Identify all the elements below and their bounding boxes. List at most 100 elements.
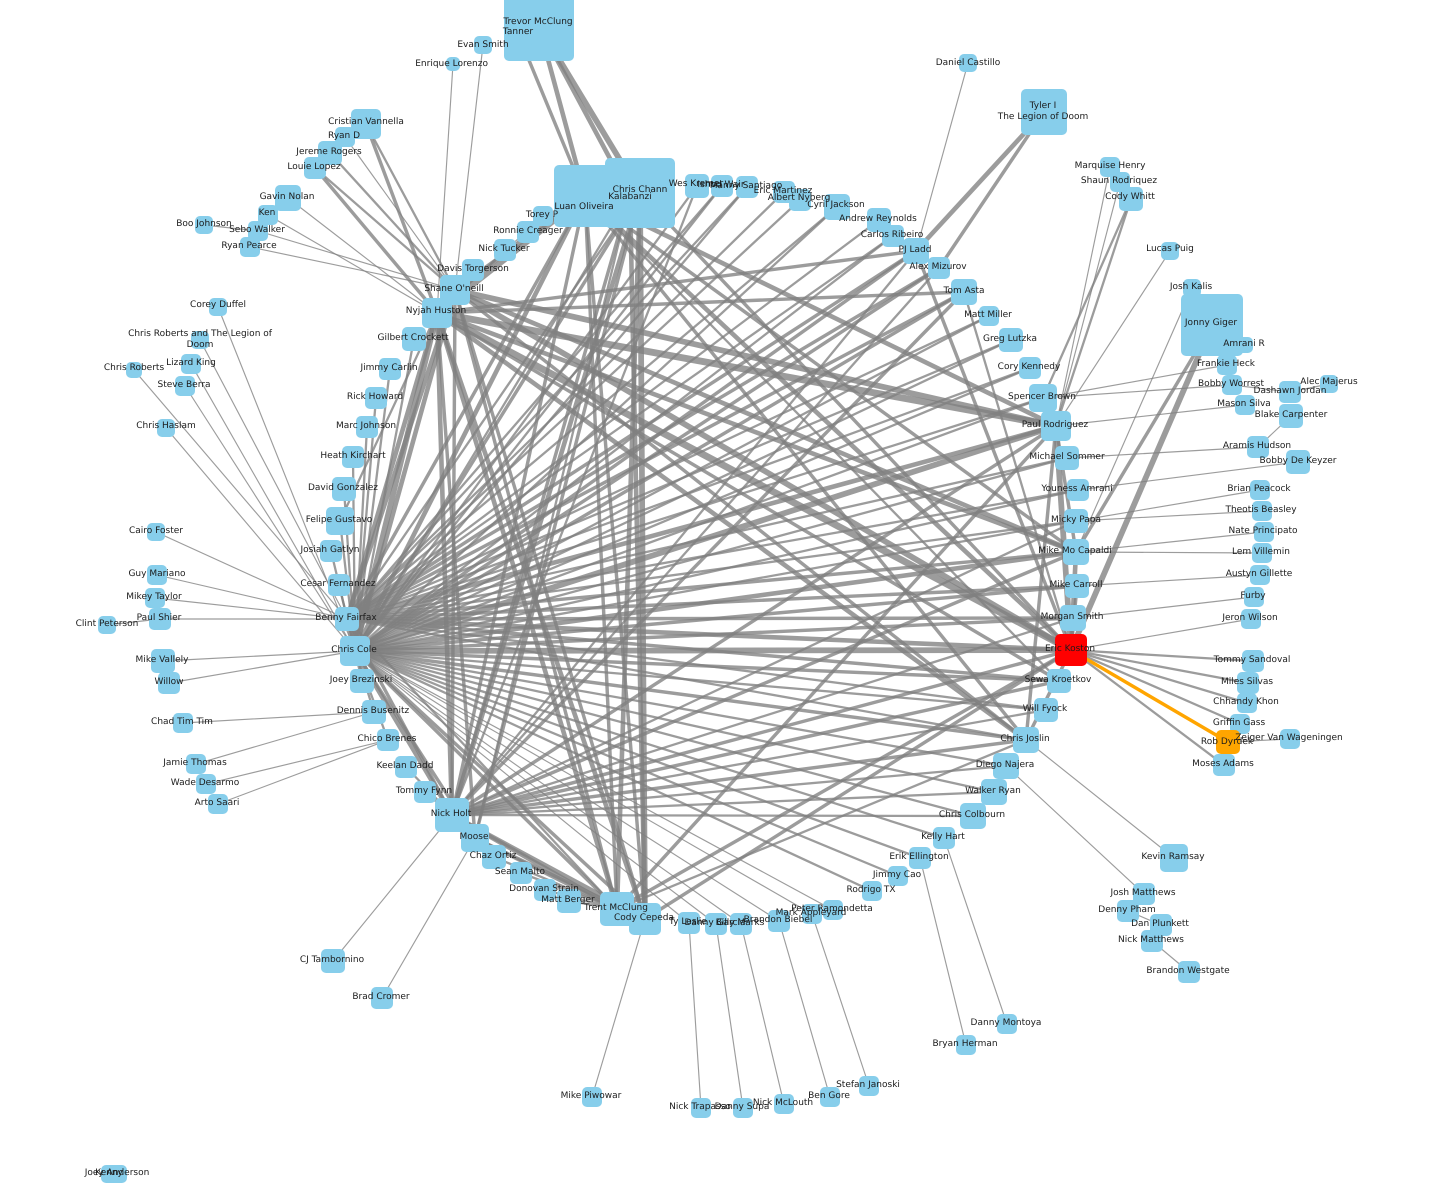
graph-node[interactable] <box>1279 404 1303 428</box>
graph-node[interactable] <box>208 794 228 814</box>
graph-node[interactable] <box>1133 883 1155 905</box>
graph-node[interactable] <box>158 672 180 694</box>
graph-node[interactable] <box>157 419 175 437</box>
graph-node[interactable] <box>1019 357 1041 379</box>
graph-node[interactable] <box>1237 337 1253 353</box>
graph-node[interactable] <box>1213 754 1235 776</box>
graph-node[interactable] <box>691 1098 711 1118</box>
graph-node[interactable] <box>1013 727 1039 753</box>
graph-node[interactable] <box>446 57 460 71</box>
graph-node[interactable] <box>1247 436 1269 458</box>
graph-node[interactable] <box>196 774 216 794</box>
graph-node[interactable] <box>789 189 811 211</box>
graph-node[interactable] <box>1161 242 1179 260</box>
graph-node[interactable] <box>240 237 260 257</box>
graph-node[interactable] <box>1041 411 1071 441</box>
graph-node[interactable] <box>1055 634 1087 666</box>
graph-node[interactable] <box>320 540 342 562</box>
graph-node[interactable] <box>602 168 658 224</box>
graph-node[interactable] <box>1242 650 1264 672</box>
graph-node[interactable] <box>1254 522 1274 542</box>
graph-node[interactable] <box>1280 729 1300 749</box>
graph-node[interactable] <box>582 1087 602 1107</box>
graph-node[interactable] <box>494 239 516 261</box>
graph-node[interactable] <box>350 669 374 693</box>
graph-node[interactable] <box>275 185 301 211</box>
graph-node[interactable] <box>533 206 553 226</box>
graph-node[interactable] <box>802 904 822 924</box>
graph-node[interactable] <box>859 1076 879 1096</box>
graph-node[interactable] <box>600 892 634 926</box>
graph-node[interactable] <box>151 649 175 673</box>
graph-node[interactable] <box>258 205 278 225</box>
graph-node[interactable] <box>147 523 165 541</box>
graph-node[interactable] <box>482 845 506 869</box>
graph-node[interactable] <box>321 949 345 973</box>
graph-node[interactable] <box>342 446 364 468</box>
graph-node[interactable] <box>517 221 539 243</box>
graph-node[interactable] <box>126 362 142 378</box>
graph-node[interactable] <box>774 1094 794 1114</box>
graph-node[interactable] <box>414 781 436 803</box>
graph-node[interactable] <box>979 306 999 326</box>
graph-node[interactable] <box>335 607 359 631</box>
graph-node[interactable] <box>173 713 193 733</box>
graph-node[interactable] <box>1064 509 1088 533</box>
graph-node[interactable] <box>820 1087 840 1107</box>
graph-node[interactable] <box>629 903 661 935</box>
graph-node[interactable] <box>1021 89 1067 135</box>
graph-node[interactable] <box>506 23 532 49</box>
graph-node[interactable] <box>209 298 227 316</box>
graph-node[interactable] <box>351 109 381 139</box>
graph-node[interactable] <box>1047 669 1071 693</box>
graph-node[interactable] <box>395 756 417 778</box>
graph-node[interactable] <box>685 174 709 198</box>
graph-node[interactable] <box>248 221 268 241</box>
graph-node[interactable] <box>909 847 931 869</box>
graph-node[interactable] <box>1237 672 1259 694</box>
graph-node[interactable] <box>195 216 213 234</box>
graph-node[interactable] <box>888 866 908 886</box>
graph-node[interactable] <box>98 616 116 634</box>
graph-node[interactable] <box>862 881 882 901</box>
graph-node[interactable] <box>149 608 171 630</box>
graph-node[interactable] <box>175 376 195 396</box>
graph-node[interactable] <box>1279 381 1301 403</box>
graph-node[interactable] <box>147 565 167 585</box>
graph-node[interactable] <box>1217 355 1237 375</box>
graph-node[interactable] <box>882 225 904 247</box>
graph-node[interactable] <box>1235 395 1255 415</box>
graph-node[interactable] <box>981 779 1007 805</box>
graph-node[interactable] <box>1250 480 1270 500</box>
graph-node[interactable] <box>933 827 955 849</box>
graph-node[interactable] <box>824 194 850 220</box>
graph-node[interactable] <box>1244 587 1264 607</box>
graph-node[interactable] <box>1250 565 1270 585</box>
graph-node[interactable] <box>332 477 356 501</box>
graph-node[interactable] <box>340 636 370 666</box>
graph-node[interactable] <box>951 279 977 305</box>
graph-node[interactable] <box>993 753 1019 779</box>
graph-node[interactable] <box>328 574 350 596</box>
graph-node[interactable] <box>326 507 354 535</box>
graph-node[interactable] <box>1183 279 1201 297</box>
graph-node[interactable] <box>510 862 532 884</box>
graph-node[interactable] <box>823 900 843 920</box>
graph-node[interactable] <box>1241 609 1261 629</box>
graph-node[interactable] <box>1252 501 1272 521</box>
graph-node[interactable] <box>145 588 165 608</box>
graph-node[interactable] <box>768 910 790 932</box>
graph-node[interactable] <box>928 257 950 279</box>
graph-node[interactable] <box>1029 384 1057 412</box>
graph-node[interactable] <box>999 328 1023 352</box>
graph-node[interactable] <box>1119 187 1143 211</box>
graph-node[interactable] <box>1222 375 1242 395</box>
graph-node[interactable] <box>959 54 977 72</box>
graph-node[interactable] <box>1034 698 1058 722</box>
graph-node[interactable] <box>379 358 401 380</box>
graph-node[interactable] <box>903 238 929 264</box>
graph-node[interactable] <box>191 331 209 349</box>
graph-node[interactable] <box>730 913 752 935</box>
graph-node[interactable] <box>1237 693 1257 713</box>
